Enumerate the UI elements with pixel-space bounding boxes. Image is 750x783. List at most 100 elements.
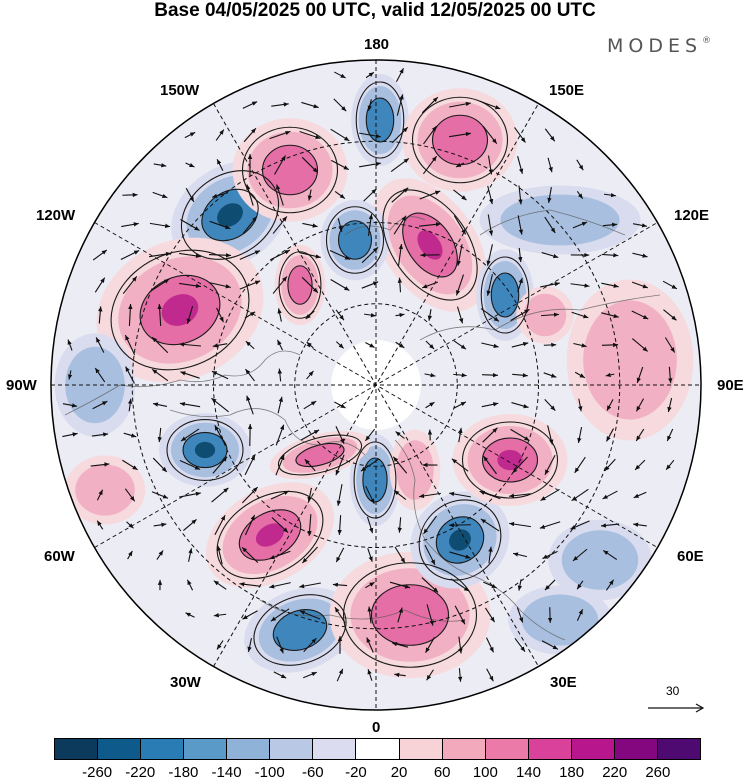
wind-arrow bbox=[211, 192, 229, 199]
wind-arrow bbox=[512, 456, 528, 474]
wind-arrow bbox=[277, 308, 282, 322]
wind-arrow bbox=[364, 312, 376, 318]
wind-arrow bbox=[211, 370, 229, 380]
colorbar-swatch bbox=[356, 739, 400, 759]
wind-arrow bbox=[335, 454, 345, 476]
wind-arrow bbox=[602, 222, 618, 227]
wind-arrow bbox=[303, 637, 317, 653]
colorbar-swatch bbox=[184, 739, 228, 759]
wind-arrow bbox=[270, 608, 290, 622]
wind-arrow bbox=[157, 303, 162, 327]
wind-arrow bbox=[208, 253, 232, 258]
wind-arrow bbox=[178, 342, 202, 347]
map-boundary bbox=[50, 59, 702, 711]
wind-arrow bbox=[453, 401, 467, 409]
wind-arrow bbox=[544, 454, 556, 476]
wind-arrow bbox=[448, 522, 472, 528]
wind-arrow bbox=[635, 428, 645, 442]
wind-arrow bbox=[269, 582, 291, 589]
wind-arrow bbox=[396, 94, 404, 116]
wind-arrow bbox=[186, 306, 194, 324]
wind-arrow bbox=[122, 276, 138, 294]
height-contour bbox=[241, 126, 339, 214]
wind-arrow bbox=[239, 280, 261, 290]
wind-arrow bbox=[276, 339, 284, 351]
wind-arrow bbox=[335, 426, 345, 444]
wind-arrow bbox=[151, 368, 169, 382]
wind-arrow bbox=[123, 432, 137, 438]
wind-arrow bbox=[605, 372, 615, 378]
wind-arrow bbox=[128, 303, 133, 327]
wind-arrow bbox=[544, 128, 556, 142]
wind-arrow bbox=[631, 281, 649, 289]
negative-anomaly bbox=[500, 194, 620, 246]
height-contour bbox=[287, 265, 313, 305]
height-contour bbox=[342, 562, 478, 668]
wind-arrow bbox=[425, 401, 435, 409]
wind-arrow bbox=[330, 128, 350, 142]
negative-anomaly bbox=[194, 441, 216, 459]
wind-arrow bbox=[366, 637, 374, 653]
colorbar-tick-label: 180 bbox=[559, 764, 585, 781]
wind-arrow bbox=[92, 400, 108, 410]
wind-arrow bbox=[304, 458, 316, 472]
wind-arrow bbox=[517, 215, 524, 235]
positive-anomaly bbox=[583, 300, 677, 420]
wind-arrow bbox=[421, 96, 439, 114]
wind-arrow bbox=[306, 370, 314, 380]
wind-arrow bbox=[458, 636, 463, 654]
logo-text: MODES bbox=[607, 35, 703, 57]
wind-arrow bbox=[393, 489, 407, 501]
wind-arrow bbox=[604, 458, 616, 472]
lon-label-120e: 120E bbox=[674, 207, 710, 224]
wind-arrow bbox=[216, 545, 223, 565]
positive-anomaly bbox=[371, 584, 449, 646]
height-contour bbox=[411, 96, 509, 184]
wind-arrow bbox=[184, 131, 196, 139]
wind-arrow bbox=[213, 580, 227, 590]
height-contour bbox=[435, 516, 485, 564]
wind-arrow bbox=[421, 577, 439, 593]
wind-arrow bbox=[391, 642, 409, 648]
wind-arrow bbox=[576, 190, 584, 200]
colorbar-tick-labels: -260 -220 -180 -140 -100 -60 -20 20 60 100 140 180 2… bbox=[0, 764, 750, 782]
wind-arrow bbox=[422, 155, 438, 175]
wind-arrow bbox=[481, 402, 499, 408]
wind-arrow bbox=[510, 308, 530, 322]
wind-arrow bbox=[397, 517, 402, 533]
wind-arrow bbox=[277, 368, 283, 382]
height-contour bbox=[337, 220, 373, 260]
wind-arrow bbox=[271, 517, 289, 533]
wind-arrow bbox=[574, 456, 586, 474]
wind-arrow bbox=[300, 429, 320, 441]
wind-arrow bbox=[458, 427, 463, 443]
wind-arrow bbox=[334, 71, 346, 79]
wind-arrow bbox=[509, 493, 531, 498]
wind-arrow bbox=[601, 342, 619, 348]
wind-arrow bbox=[299, 582, 321, 589]
wind-arrow bbox=[633, 491, 647, 499]
wind-arrow bbox=[246, 395, 254, 415]
wind-arrow bbox=[361, 281, 379, 289]
wind-arrow bbox=[426, 604, 434, 626]
wind-arrow bbox=[364, 428, 376, 442]
wind-arrow bbox=[605, 428, 615, 442]
wind-arrow bbox=[307, 514, 312, 536]
wind-arrow bbox=[636, 366, 644, 384]
lat-lon-grid bbox=[51, 60, 701, 710]
wind-arrow bbox=[601, 312, 619, 319]
positive-anomaly bbox=[417, 230, 443, 260]
wind-arrow bbox=[274, 155, 286, 175]
height-contour bbox=[365, 97, 395, 143]
colorbar-swatch bbox=[141, 739, 185, 759]
wind-arrow bbox=[214, 425, 226, 445]
wind-arrow bbox=[302, 222, 318, 228]
wind-arrow bbox=[393, 215, 407, 235]
colorbar-swatch bbox=[571, 739, 615, 759]
wind-arrow bbox=[662, 280, 678, 290]
wind-arrow bbox=[397, 277, 403, 293]
wind-arrow bbox=[120, 249, 140, 261]
wind-arrow bbox=[270, 490, 290, 500]
wind-arrow bbox=[276, 184, 284, 206]
